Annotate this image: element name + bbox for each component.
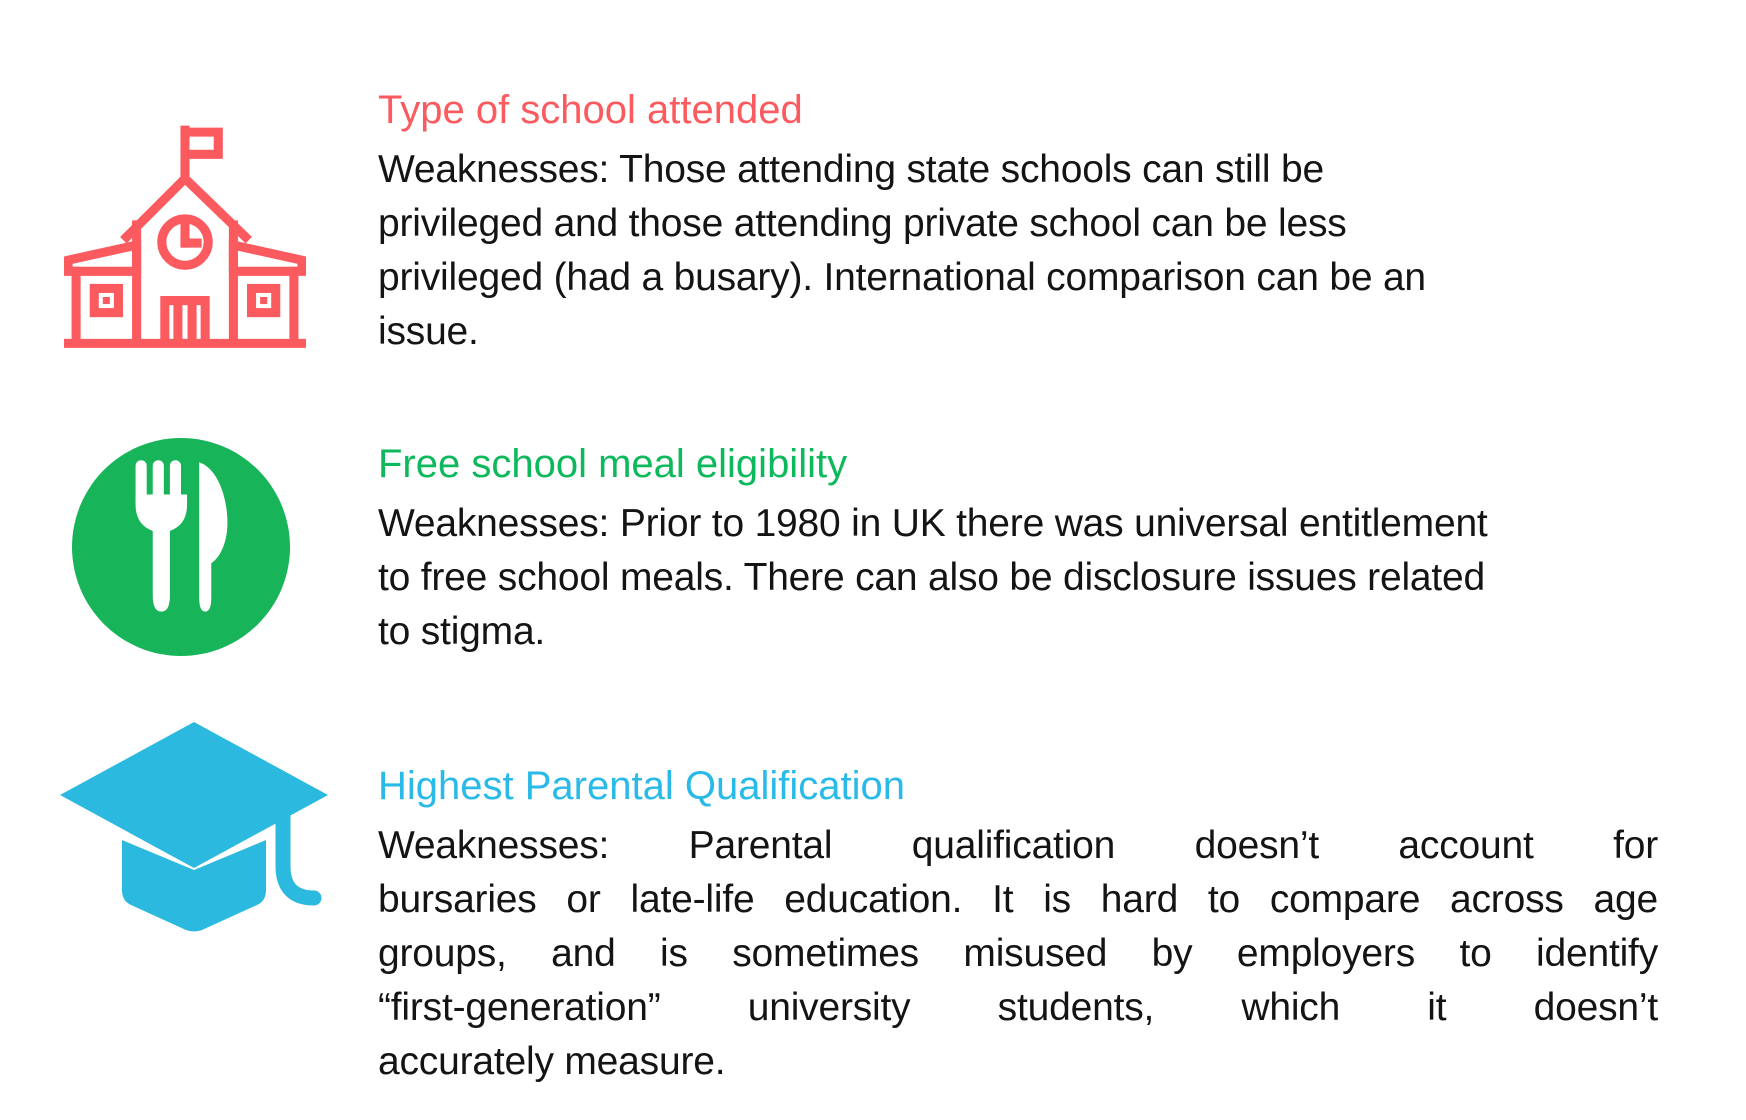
section-body-text: Weaknesses: Those attending state school…	[378, 143, 1658, 359]
school-building-icon	[64, 124, 306, 348]
body-line: Weaknesses: Prior to 1980 in UK there wa…	[378, 502, 1488, 545]
body-line: bursaries or late-life education. It is …	[378, 878, 1658, 921]
section-body-text: Weaknesses: Parental qualification doesn…	[378, 819, 1658, 1089]
section-heading: Highest Parental Qualification	[378, 764, 905, 808]
section-heading: Free school meal eligibility	[378, 442, 848, 486]
body-line: privileged (had a busary). International…	[378, 256, 1426, 299]
section-type-of-school: Type of school attended Weaknesses: Thos…	[378, 86, 1658, 359]
body-line: privileged and those attending private s…	[378, 202, 1347, 245]
body-line: Weaknesses: Those attending state school…	[378, 148, 1324, 191]
body-line: to free school meals. There can also be …	[378, 556, 1486, 599]
section-parental-qualification: Highest Parental Qualification Weaknesse…	[378, 762, 1658, 1089]
body-line: to stigma.	[378, 610, 546, 653]
body-line: groups, and is sometimes misused by empl…	[378, 932, 1658, 975]
section-heading: Type of school attended	[378, 88, 803, 132]
body-line: “first-generation” university students, …	[378, 986, 1658, 1029]
body-line: accurately measure.	[378, 1040, 726, 1083]
fork-and-knife-icon	[72, 438, 290, 656]
body-line: Weaknesses: Parental qualification doesn…	[378, 824, 1658, 867]
body-line: issue.	[378, 310, 479, 353]
graduation-cap-icon	[56, 718, 332, 938]
section-body-text: Weaknesses: Prior to 1980 in UK there wa…	[378, 497, 1658, 659]
section-free-school-meal: Free school meal eligibility Weaknesses:…	[378, 440, 1658, 659]
